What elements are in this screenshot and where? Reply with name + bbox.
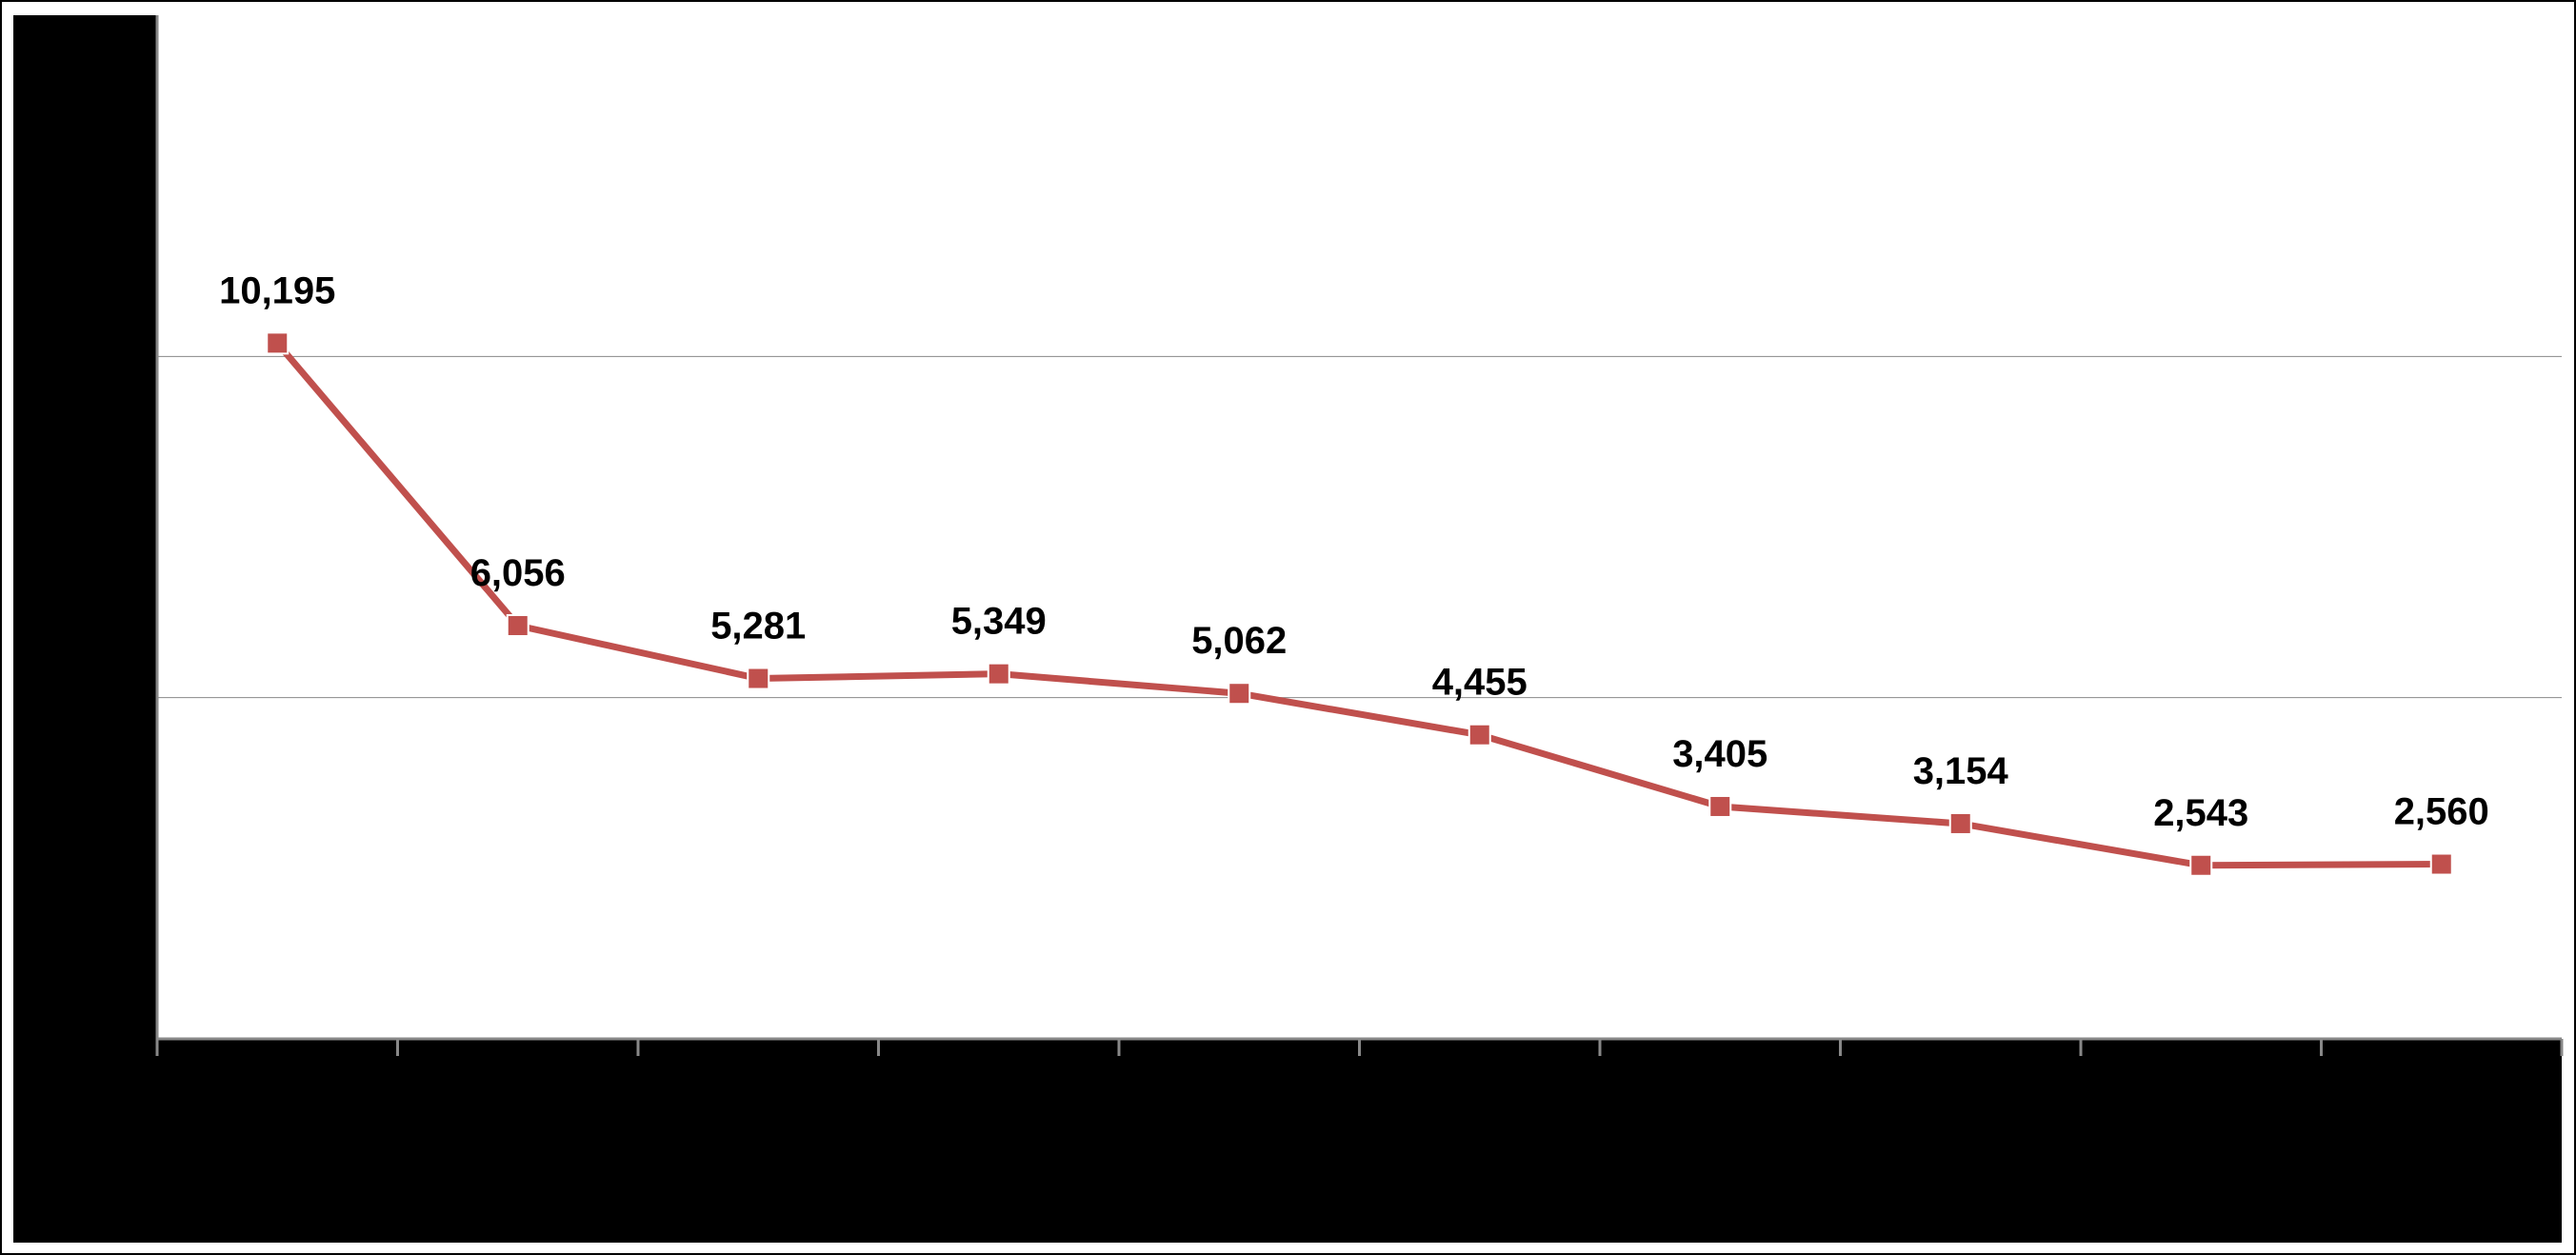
data-point-label: 2,560 bbox=[2394, 791, 2489, 833]
data-point-label: 4,455 bbox=[1432, 662, 1528, 704]
data-point-marker bbox=[1469, 725, 1490, 746]
line-chart: 10,195 6,056 5,281 5,349 5,062 4,455 3,405 3,15… bbox=[0, 0, 2576, 1255]
data-point-marker bbox=[1228, 683, 1249, 704]
data-point-label: 6,056 bbox=[470, 552, 566, 594]
data-point-marker bbox=[508, 615, 529, 636]
data-point-label: 2,543 bbox=[2153, 792, 2248, 834]
data-point-label: 3,405 bbox=[1672, 733, 1767, 775]
data-point-marker bbox=[267, 332, 288, 353]
data-point-marker bbox=[748, 668, 769, 689]
data-point-label: 5,349 bbox=[951, 601, 1047, 643]
data-point-marker bbox=[2431, 854, 2452, 875]
data-point-label: 5,281 bbox=[710, 606, 806, 647]
data-point-label: 10,195 bbox=[219, 269, 335, 311]
data-point-marker bbox=[2190, 855, 2211, 876]
data-point-label: 5,062 bbox=[1191, 620, 1287, 662]
data-point-marker bbox=[988, 664, 1009, 685]
data-point-marker bbox=[1950, 813, 1971, 834]
data-point-marker bbox=[1709, 796, 1730, 817]
chart-svg: 10,195 6,056 5,281 5,349 5,062 4,455 3,405 3,15… bbox=[0, 0, 2576, 1255]
data-point-label: 3,154 bbox=[1913, 750, 2009, 792]
